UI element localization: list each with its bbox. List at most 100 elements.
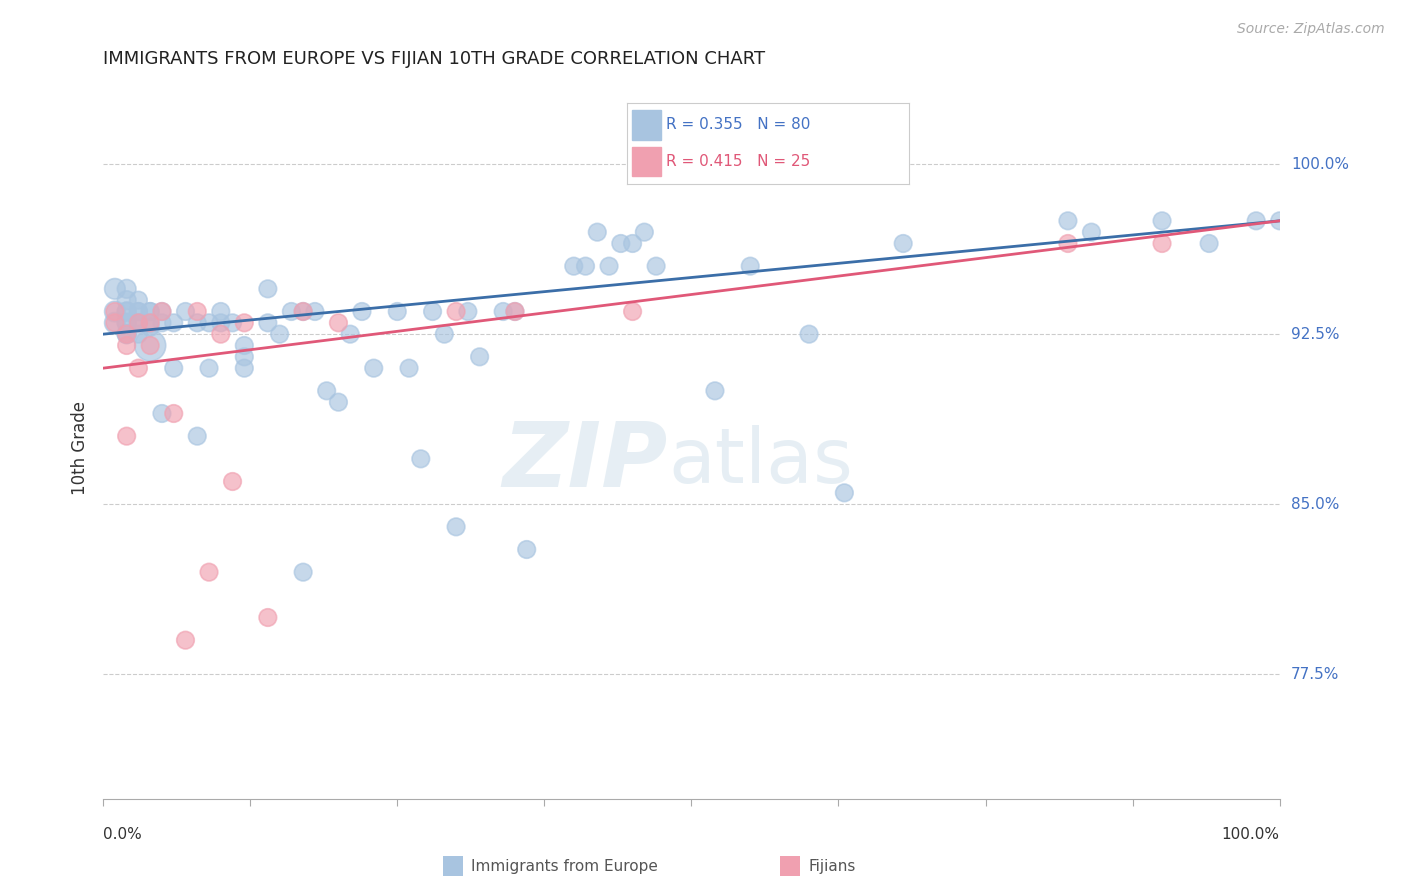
Point xyxy=(292,565,315,579)
Point xyxy=(104,282,127,296)
Point xyxy=(422,304,444,318)
Point xyxy=(127,327,149,342)
Point xyxy=(150,304,173,318)
Point xyxy=(621,236,644,251)
Text: 0.0%: 0.0% xyxy=(103,827,142,842)
Text: ZIP: ZIP xyxy=(502,417,668,506)
Point xyxy=(127,316,149,330)
Point xyxy=(209,304,232,318)
Point xyxy=(645,259,668,273)
Point xyxy=(104,316,127,330)
Point xyxy=(127,316,149,330)
Point xyxy=(139,316,162,330)
Point xyxy=(115,429,138,443)
Point xyxy=(387,304,409,318)
Point xyxy=(292,304,315,318)
Point xyxy=(233,350,256,364)
Point xyxy=(280,304,302,318)
Point xyxy=(163,361,186,376)
Point xyxy=(186,304,208,318)
Point xyxy=(104,316,127,330)
Point xyxy=(598,259,620,273)
Y-axis label: 10th Grade: 10th Grade xyxy=(72,401,89,494)
Point xyxy=(350,304,373,318)
Text: 100.0%: 100.0% xyxy=(1222,827,1279,842)
Point xyxy=(209,327,232,342)
Point xyxy=(115,327,138,342)
Point xyxy=(516,542,538,557)
Point xyxy=(797,327,820,342)
Point xyxy=(574,259,596,273)
Point xyxy=(292,304,315,318)
Point xyxy=(1150,236,1173,251)
Point xyxy=(104,304,127,318)
Point xyxy=(398,361,420,376)
Point xyxy=(139,316,162,330)
Point xyxy=(174,633,197,648)
Point xyxy=(221,475,243,489)
Point xyxy=(586,225,609,239)
Text: IMMIGRANTS FROM EUROPE VS FIJIAN 10TH GRADE CORRELATION CHART: IMMIGRANTS FROM EUROPE VS FIJIAN 10TH GR… xyxy=(103,50,765,68)
Point xyxy=(457,304,479,318)
Point xyxy=(221,316,243,330)
Point xyxy=(198,565,221,579)
Point xyxy=(115,316,138,330)
Text: 77.5%: 77.5% xyxy=(1291,666,1339,681)
Point xyxy=(328,316,350,330)
Point xyxy=(209,316,232,330)
Point xyxy=(363,361,385,376)
Point xyxy=(139,338,162,352)
Point xyxy=(139,320,162,334)
Point xyxy=(163,407,186,421)
Point xyxy=(891,236,914,251)
Point xyxy=(139,304,162,318)
Point xyxy=(150,316,173,330)
Point xyxy=(834,486,856,500)
Point xyxy=(1057,236,1080,251)
Point xyxy=(115,316,138,330)
Point xyxy=(740,259,762,273)
Point xyxy=(233,361,256,376)
Point xyxy=(433,327,456,342)
Point xyxy=(186,316,208,330)
Point xyxy=(339,327,361,342)
Point xyxy=(127,304,149,318)
Point xyxy=(150,304,173,318)
Point xyxy=(127,304,149,318)
Point xyxy=(503,304,526,318)
Text: 85.0%: 85.0% xyxy=(1291,497,1339,512)
Point xyxy=(633,225,655,239)
Point xyxy=(127,293,149,308)
Point xyxy=(1057,214,1080,228)
Point xyxy=(115,282,138,296)
Point xyxy=(468,350,491,364)
Point xyxy=(444,520,467,534)
Point xyxy=(257,610,280,624)
Point xyxy=(1150,214,1173,228)
Point xyxy=(257,282,280,296)
Text: 92.5%: 92.5% xyxy=(1291,326,1340,342)
Point xyxy=(115,338,138,352)
Point xyxy=(174,304,197,318)
Text: Source: ZipAtlas.com: Source: ZipAtlas.com xyxy=(1237,22,1385,37)
Point xyxy=(115,293,138,308)
Text: Immigrants from Europe: Immigrants from Europe xyxy=(471,859,658,873)
Point xyxy=(1080,225,1102,239)
Point xyxy=(139,304,162,318)
Point xyxy=(186,429,208,443)
Point xyxy=(233,338,256,352)
Point xyxy=(198,316,221,330)
Point xyxy=(115,304,138,318)
Point xyxy=(127,316,149,330)
Point xyxy=(444,304,467,318)
Point xyxy=(315,384,337,398)
Point xyxy=(1244,214,1267,228)
Point xyxy=(610,236,633,251)
Point xyxy=(703,384,725,398)
Point xyxy=(257,316,280,330)
Point xyxy=(304,304,326,318)
Point xyxy=(269,327,291,342)
Point xyxy=(115,327,138,342)
Point xyxy=(409,451,432,466)
Text: 100.0%: 100.0% xyxy=(1291,157,1348,171)
